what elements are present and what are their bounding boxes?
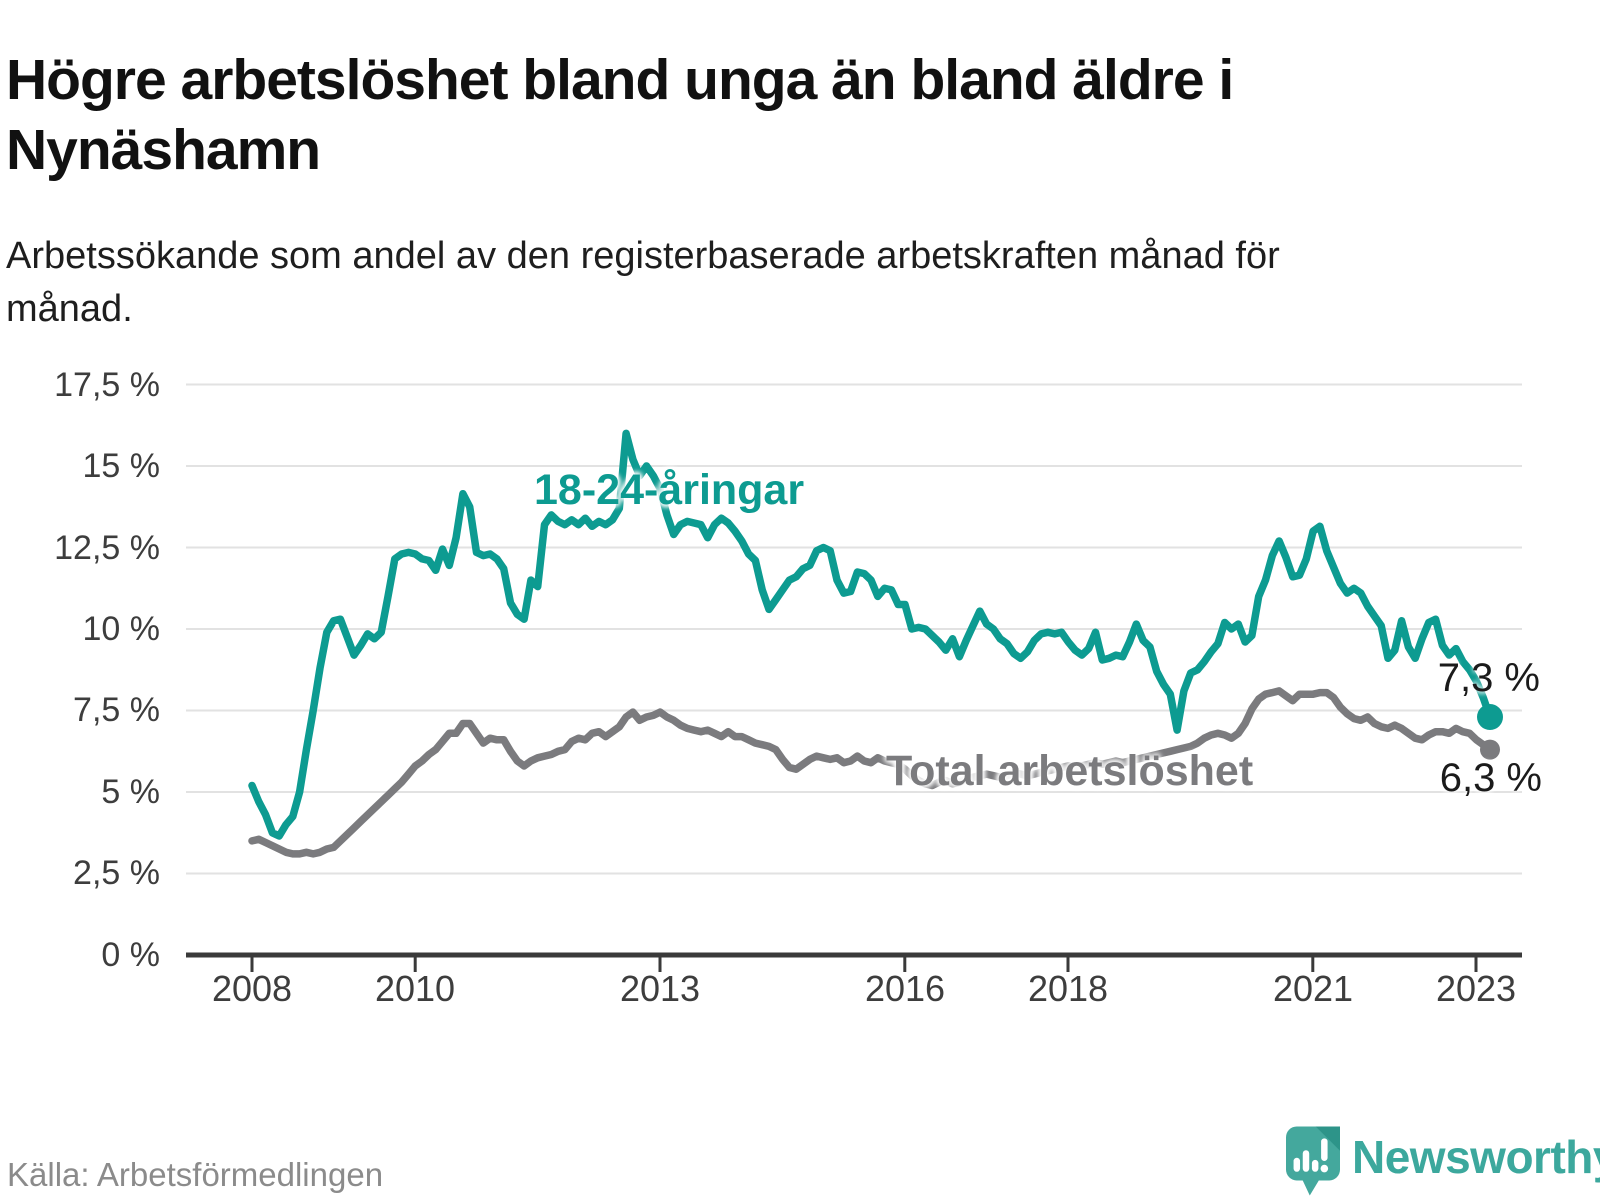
series-label-total: Total arbetslöshet	[886, 747, 1254, 795]
end-value-total: 6,3 %	[1439, 756, 1542, 800]
newsworthy-wordmark: Newsworthy	[1352, 1131, 1600, 1183]
y-tick-label: 17,5 %	[54, 366, 160, 404]
x-tick-label: 2018	[1027, 968, 1109, 1009]
source-note: Källa: Arbetsförmedlingen	[7, 1156, 384, 1193]
y-tick-label: 0 %	[101, 936, 160, 974]
x-tick-label: 2023	[1435, 968, 1517, 1009]
newsworthy-logo: Newsworthy	[1286, 1124, 1600, 1198]
x-tick-label: 2021	[1272, 968, 1354, 1009]
x-tick-label: 2016	[864, 968, 946, 1009]
y-tick-label: 12,5 %	[54, 529, 160, 567]
x-tick-label: 2008	[211, 968, 293, 1009]
x-tick-label: 2010	[374, 968, 456, 1009]
series-label-young: 18-24-åringar	[534, 466, 805, 514]
x-tick-label: 2013	[619, 968, 701, 1009]
y-tick-label: 5 %	[101, 773, 160, 811]
y-tick-label: 10 %	[82, 610, 161, 648]
end-value-young: 7,3 %	[1437, 656, 1540, 700]
y-tick-label: 7,5 %	[73, 691, 160, 729]
y-tick-label: 15 %	[82, 447, 161, 485]
page-title: Högre arbetslöshet bland unga än bland ä…	[6, 48, 1234, 182]
y-tick-label: 2,5 %	[73, 854, 160, 892]
newsworthy-icon	[1286, 1126, 1340, 1196]
chart-subtitle: Arbetssökande som andel av den registerb…	[6, 235, 1280, 331]
